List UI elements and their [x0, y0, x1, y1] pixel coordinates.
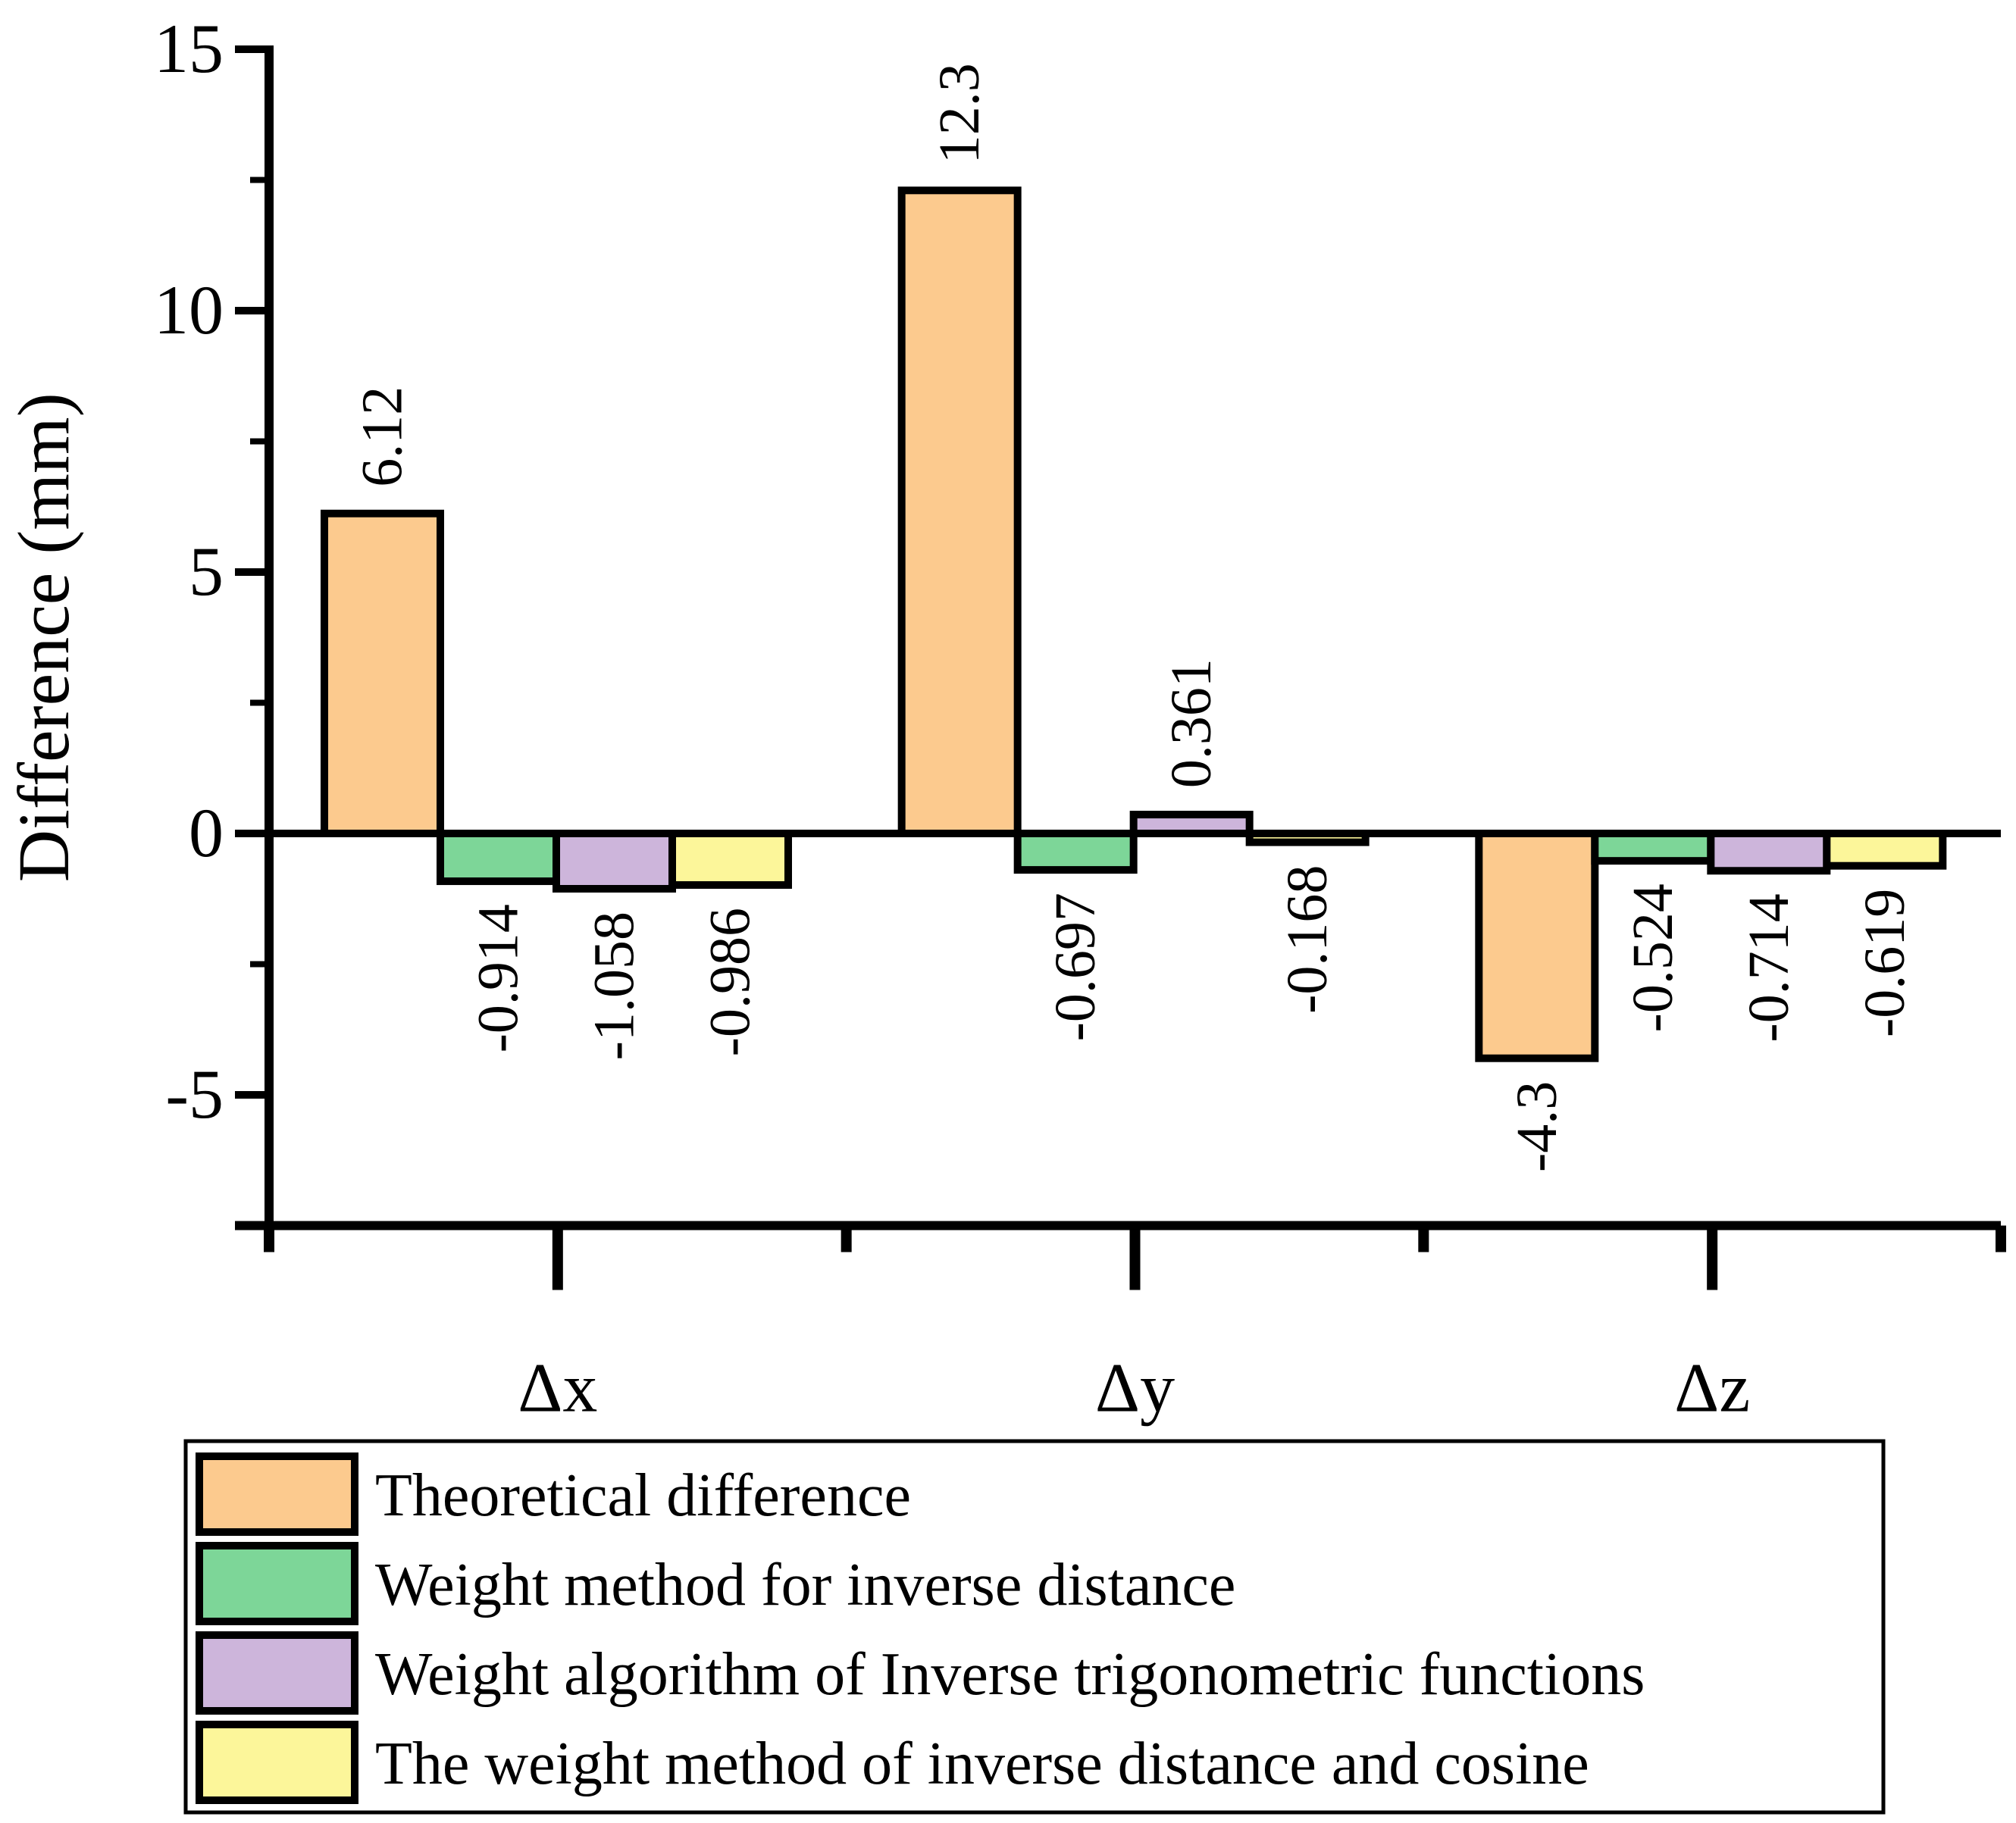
data-label: -0.714 — [1737, 893, 1801, 1042]
legend-swatch — [196, 1452, 358, 1536]
bar — [1245, 830, 1370, 846]
legend-box — [183, 1439, 1886, 1815]
axes-layer: -5 0 5 10 15 Δx Δy Δz Difference (mm) — [3, 10, 2006, 1427]
y-tick-label: -5 — [165, 1055, 224, 1133]
y-tick-label: 10 — [154, 271, 224, 349]
data-labels-layer: 6.12 12.3 -4.3 -0.914 -0.697 -0.524 -1.058 0.36… — [351, 63, 1917, 1172]
data-label: 0.361 — [1160, 658, 1223, 788]
y-tick-label: 0 — [189, 794, 224, 871]
x-tick-label: Δz — [1674, 1349, 1750, 1427]
legend-swatch — [196, 1542, 358, 1625]
y-axis-title: Difference (mm) — [3, 392, 84, 882]
y-tick-label: 15 — [154, 10, 224, 87]
data-label: -4.3 — [1505, 1081, 1569, 1172]
legend-label: Weight method for inverse distance — [375, 1552, 1235, 1618]
data-label: -0.524 — [1621, 883, 1685, 1032]
data-label: -0.697 — [1044, 893, 1107, 1041]
x-tick-label: Δy — [1095, 1349, 1175, 1427]
y-tick-label: 5 — [189, 533, 224, 610]
bar — [1013, 830, 1138, 874]
bar — [437, 830, 560, 886]
x-tick-label: Δx — [518, 1349, 597, 1427]
legend-label: Weight algorithm of Inverse trigonometri… — [375, 1641, 1645, 1708]
data-label: -1.058 — [583, 912, 646, 1060]
bar — [1823, 830, 1947, 870]
bar — [1707, 830, 1831, 875]
bar — [1475, 830, 1599, 1062]
bar — [321, 509, 444, 837]
legend-label: Theoretical difference — [375, 1462, 911, 1529]
data-label: -0.619 — [1853, 889, 1917, 1037]
bar — [897, 186, 1022, 838]
bar — [1591, 830, 1715, 865]
bars-layer — [321, 186, 1947, 1062]
legend-label: The weight method of inverse distance an… — [375, 1731, 1589, 1797]
data-label: 12.3 — [928, 63, 991, 164]
data-label: -0.986 — [699, 908, 762, 1056]
bar — [668, 830, 792, 890]
legend-swatch — [196, 1721, 358, 1804]
data-label: 6.12 — [351, 386, 415, 487]
data-label: -0.168 — [1276, 865, 1339, 1014]
bar — [553, 830, 676, 893]
legend-swatch — [196, 1631, 358, 1715]
bar — [1129, 811, 1254, 837]
data-label: -0.914 — [467, 904, 531, 1052]
legend: Theoretical difference Weight method for … — [183, 1439, 1886, 1815]
